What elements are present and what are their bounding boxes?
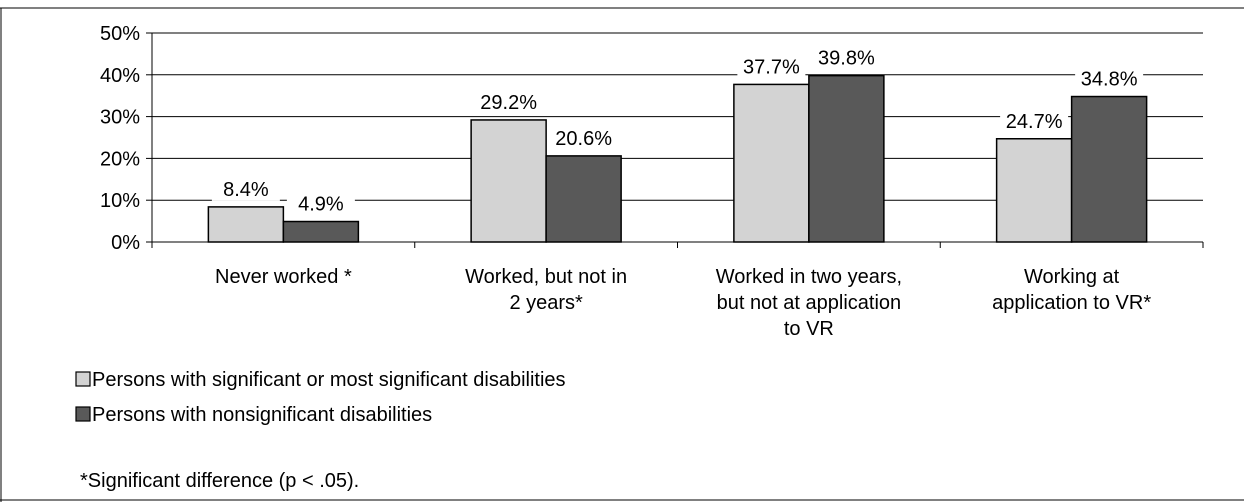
bar <box>545 155 622 243</box>
data-label: 4.9% <box>298 194 344 216</box>
y-tick-label: 30% <box>100 107 140 129</box>
data-label-bg <box>737 53 806 79</box>
y-tick-label: 50% <box>100 23 140 45</box>
bar <box>1070 95 1148 243</box>
data-label: 37.7% <box>743 56 800 78</box>
category-labels: Never worked * Worked, but not in 2 years*… <box>215 266 1151 340</box>
axes <box>0 7 1244 502</box>
category-label: to VR <box>784 318 834 340</box>
category-label: Working at <box>1024 266 1120 288</box>
legend-label: Persons with nonsignificant disabilities <box>92 404 432 426</box>
bar <box>207 206 285 243</box>
legend-swatch <box>75 406 91 422</box>
bar <box>733 83 810 243</box>
data-label: 20.6% <box>555 128 612 150</box>
tick-labels: 0% 10% 20% 30% 40% 50% <box>100 23 140 254</box>
category-label: 2 years* <box>509 292 583 314</box>
data-label-bg <box>1075 65 1144 91</box>
category-label: Worked in two years, <box>716 266 902 288</box>
bar <box>808 74 885 243</box>
data-label-bg <box>1000 107 1069 133</box>
data-label-bg <box>286 190 355 216</box>
data-label-bg <box>211 175 280 201</box>
y-tick-label: 10% <box>100 190 140 212</box>
data-label: 24.7% <box>1006 111 1063 133</box>
category-label: Never worked * <box>215 266 352 288</box>
data-label-bg <box>474 88 543 114</box>
y-tick-label: 20% <box>100 148 140 170</box>
bar <box>470 119 547 243</box>
category-label: Worked, but not in <box>465 266 627 288</box>
data-label: 8.4% <box>223 179 269 201</box>
category-label: but not at application <box>717 292 902 314</box>
legend-label: Persons with significant or most signifi… <box>92 369 566 391</box>
legend: Persons with significant or most signifi… <box>75 369 566 426</box>
legend-swatch <box>75 371 91 387</box>
data-label-bg <box>812 44 881 70</box>
footnote: *Significant difference (p < .05). <box>80 470 359 492</box>
bar <box>282 220 360 243</box>
data-label: 34.8% <box>1081 69 1138 91</box>
category-label: application to VR* <box>992 292 1151 314</box>
data-labels: 8.4% 4.9% 29.2% 20.6% 37.7% 39.8% 24.7% 34.8% <box>211 44 1144 216</box>
bar <box>995 138 1073 243</box>
bars <box>207 74 1148 243</box>
data-label: 39.8% <box>818 48 875 70</box>
data-label-bg <box>549 124 618 150</box>
data-label: 29.2% <box>480 92 537 114</box>
y-tick-label: 40% <box>100 65 140 87</box>
y-tick-label: 0% <box>111 232 140 254</box>
